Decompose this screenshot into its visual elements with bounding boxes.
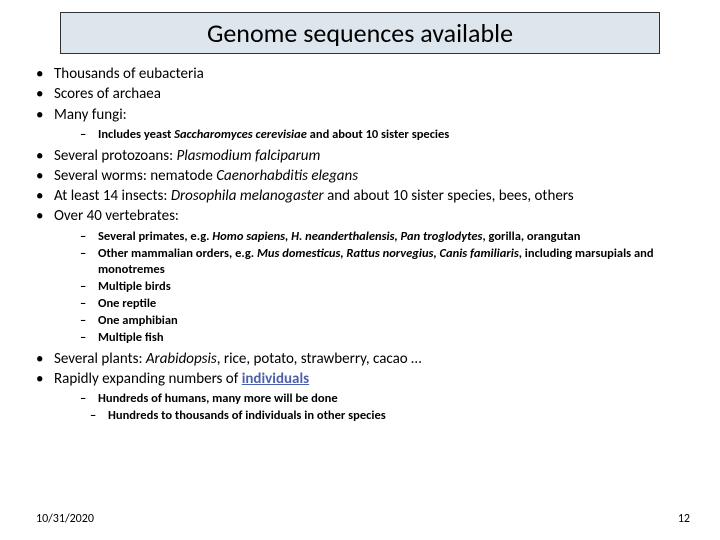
bullet-9: Rapidly expanding numbers of individuals…	[36, 369, 700, 425]
sub-fungi-1: Includes yeast Saccharomyces cerevisiae …	[80, 127, 700, 144]
bullet-4: Several protozoans: Plasmodium falciparu…	[36, 146, 700, 166]
bullet-3: Many fungi: Includes yeast Saccharomyces…	[36, 105, 700, 144]
slide-title: Genome sequences available	[60, 12, 660, 54]
sublist-individuals: Hundreds of humans, many more will be do…	[54, 391, 700, 425]
sub-ind-2: Hundreds to thousands of individuals in …	[90, 408, 700, 425]
sub-vert-5: One amphibian	[80, 313, 700, 330]
bullet-6: At least 14 insects: Drosophila melanoga…	[36, 186, 700, 206]
bullet-1: Thousands of eubacteria	[36, 64, 700, 84]
sublist-vertebrates: Several primates, e.g. Homo sapiens, H. …	[54, 229, 700, 347]
bullet-5: Several worms: nematode Caenorhabditis e…	[36, 166, 700, 186]
bullet-8: Several plants: Arabidopsis, rice, potat…	[36, 349, 700, 369]
sub-vert-1: Several primates, e.g. Homo sapiens, H. …	[80, 229, 700, 246]
sub-ind-1: Hundreds of humans, many more will be do…	[80, 391, 700, 408]
main-bullet-list: Thousands of eubacteria Scores of archae…	[20, 64, 700, 425]
footer-page-number: 12	[678, 512, 690, 526]
sub-vert-3: Multiple birds	[80, 279, 700, 296]
sub-vert-2: Other mammalian orders, e.g. Mus domesti…	[80, 246, 700, 280]
footer-date: 10/31/2020	[36, 512, 94, 526]
bullet-2: Scores of archaea	[36, 84, 700, 104]
bullet-7: Over 40 vertebrates: Several primates, e…	[36, 206, 700, 346]
sub-vert-4: One reptile	[80, 296, 700, 313]
sublist-fungi: Includes yeast Saccharomyces cerevisiae …	[54, 127, 700, 144]
sub-vert-6: Multiple fish	[80, 330, 700, 347]
individuals-link[interactable]: individuals	[242, 370, 309, 388]
